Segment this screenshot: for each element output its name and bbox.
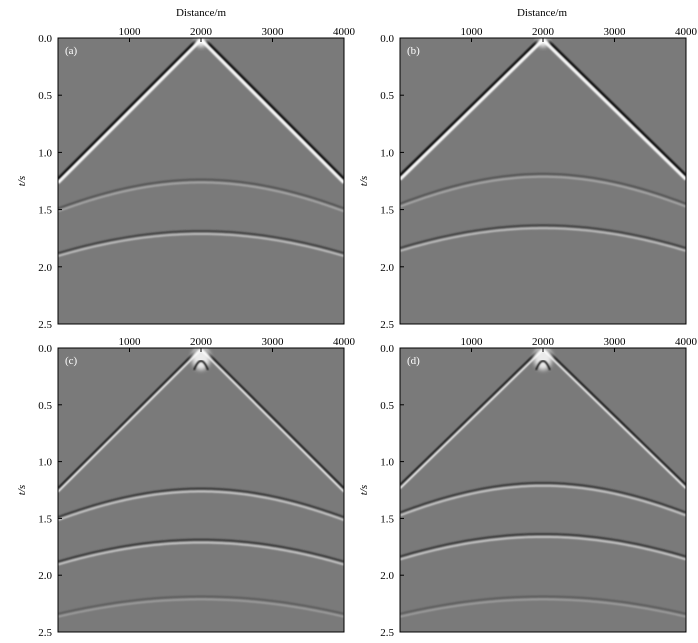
y-tick-label: 1.5: [38, 513, 52, 525]
reflection-peak: [58, 181, 344, 213]
y-axis-title: t/s: [358, 176, 370, 186]
y-tick-label: 1.5: [38, 205, 52, 217]
panel-background: [400, 38, 686, 324]
y-tick-label: 1.0: [380, 457, 394, 469]
reflection-trough: [58, 487, 344, 519]
x-tick-label: 2000: [532, 26, 555, 38]
x-tick-label: 2000: [190, 336, 213, 348]
reflection-trough: [58, 229, 344, 255]
y-tick-label: 0.5: [380, 400, 394, 412]
x-tick-label: 4000: [333, 26, 356, 38]
x-tick-label: 3000: [604, 26, 627, 38]
reflection-trough: [58, 178, 344, 210]
reflection-trough: [400, 172, 686, 205]
reflection-peak: [400, 484, 686, 517]
y-tick-label: 0.0: [380, 343, 394, 355]
y-tick-label: 0.0: [38, 33, 52, 45]
y-tick-label: 1.5: [380, 205, 394, 217]
reflection-peak: [400, 175, 686, 208]
source-apex: [537, 38, 549, 47]
panel-label: (a): [65, 45, 78, 57]
reflection-peak: [400, 227, 686, 252]
top-axis-title-left: Distance/m: [176, 7, 227, 19]
panel-b: (b) 1000 2000 3000 4000 0.0 0.5 1.0 1.5 2.0 2.5 t/s: [358, 26, 698, 331]
direct-wave-peak: [58, 349, 344, 493]
y-axis-title: t/s: [16, 485, 28, 495]
reflection-peak: [58, 490, 344, 522]
y-tick-label: 1.0: [38, 147, 52, 159]
source-apex: [195, 38, 207, 47]
direct-wave-trough: [400, 348, 686, 486]
y-tick-label: 2.0: [380, 570, 394, 582]
panel-c: (c) 1000 2000 3000 4000 0.0 0.5 1.0 1.5 2.0 2.5 t/s: [16, 336, 356, 639]
panel-label: (d): [407, 355, 420, 367]
reflection-trough: [58, 538, 344, 563]
panel-label: (c): [65, 355, 78, 367]
source-apex-trough: [535, 360, 551, 371]
x-tick-label: 4000: [333, 336, 356, 348]
direct-wave-peak: [58, 38, 344, 184]
reflection-trough: [400, 224, 686, 249]
y-tick-label: 2.0: [38, 262, 52, 274]
x-tick-label: 3000: [262, 26, 285, 38]
reflection-trough: [400, 595, 686, 615]
y-tick-label: 2.5: [380, 319, 394, 331]
y-tick-label: 0.0: [38, 343, 52, 355]
x-tick-label: 3000: [604, 336, 627, 348]
reflection-peak: [58, 598, 344, 618]
x-tick-label: 1000: [461, 26, 484, 38]
y-tick-label: 1.0: [38, 457, 52, 469]
direct-wave-trough: [400, 38, 686, 177]
y-tick-label: 0.0: [380, 33, 394, 45]
panel-a: (a) 1000 2000 3000 4000 0.0 0.5 1.0 1.5 2.0 2.5 t/s: [16, 26, 356, 331]
x-tick-label: 2000: [532, 336, 555, 348]
reflection-trough: [400, 481, 686, 514]
reflection-peak: [400, 598, 686, 618]
x-tick-label: 3000: [262, 336, 285, 348]
direct-wave-trough: [58, 38, 344, 181]
y-tick-label: 0.5: [38, 90, 52, 102]
x-tick-label: 4000: [675, 336, 698, 348]
y-axis-title: t/s: [16, 176, 28, 186]
x-tick-label: 1000: [461, 336, 484, 348]
y-tick-label: 2.5: [38, 319, 52, 331]
y-tick-label: 0.5: [380, 90, 394, 102]
panel-background: [400, 348, 686, 632]
x-tick-label: 4000: [675, 26, 698, 38]
reflection-peak: [58, 541, 344, 566]
source-apex-trough: [193, 360, 209, 371]
direct-wave-peak: [400, 38, 686, 181]
y-tick-label: 0.5: [38, 400, 52, 412]
direct-wave-peak: [400, 349, 686, 489]
x-tick-label: 1000: [119, 336, 142, 348]
panel-background: [58, 348, 344, 632]
panel-label: (b): [407, 45, 420, 57]
panel-background: [58, 38, 344, 324]
y-tick-label: 2.0: [38, 570, 52, 582]
y-axis-title: t/s: [358, 485, 370, 495]
y-tick-label: 2.5: [380, 627, 394, 639]
y-tick-label: 1.0: [380, 147, 394, 159]
x-tick-label: 1000: [119, 26, 142, 38]
panel-d: (d) 1000 2000 3000 4000 0.0 0.5 1.0 1.5 2.0 2.5 t/s: [358, 336, 698, 639]
reflection-peak: [58, 232, 344, 258]
y-tick-label: 2.5: [38, 627, 52, 639]
reflection-trough: [400, 532, 686, 558]
y-tick-label: 2.0: [380, 262, 394, 274]
x-tick-label: 2000: [190, 26, 213, 38]
y-tick-label: 1.5: [380, 513, 394, 525]
reflection-peak: [400, 535, 686, 561]
direct-wave-trough: [58, 348, 344, 489]
top-axis-title-right: Distance/m: [517, 7, 568, 19]
reflection-trough: [58, 595, 344, 615]
